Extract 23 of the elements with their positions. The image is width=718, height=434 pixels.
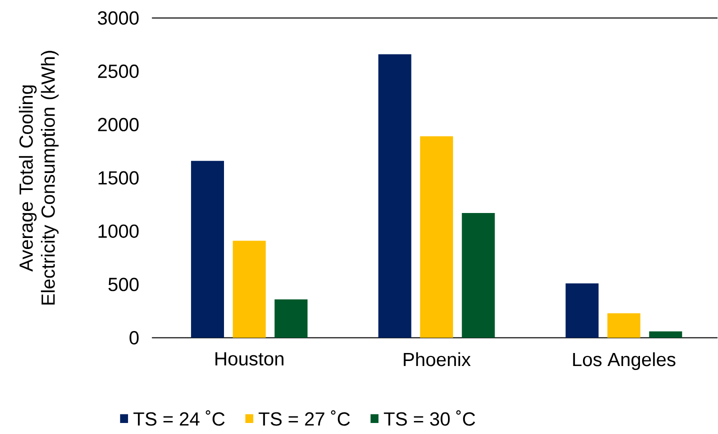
bar	[607, 313, 640, 338]
y-tick-label: 500	[108, 278, 139, 292]
bar	[420, 136, 454, 338]
legend-label: TS = 30 ˚C	[384, 410, 476, 426]
bar	[462, 213, 495, 338]
x-tick-label: Houston	[215, 352, 284, 366]
bar	[274, 300, 308, 338]
bar	[191, 160, 224, 338]
legend-label: TS = 27 ˚C	[258, 410, 350, 426]
legend-label: TS = 24 ˚C	[133, 410, 225, 426]
bar	[378, 54, 412, 338]
x-tick-label: Los Angeles	[573, 352, 676, 370]
y-tick-label: 2000	[98, 118, 139, 132]
bar	[566, 284, 599, 338]
y-tick-label: 3000	[98, 11, 139, 25]
y-tick-label: 0	[130, 331, 139, 345]
bar	[232, 240, 266, 338]
y-axis-title: Average Total Cooling Electricity Consumption (kWh)	[18, 51, 59, 305]
y-tick-label: 2500	[98, 64, 139, 78]
bar	[649, 332, 682, 338]
x-tick-label: Phoenix	[404, 352, 471, 366]
y-tick-label: 1000	[98, 224, 139, 238]
y-tick-label: 1500	[98, 171, 139, 185]
